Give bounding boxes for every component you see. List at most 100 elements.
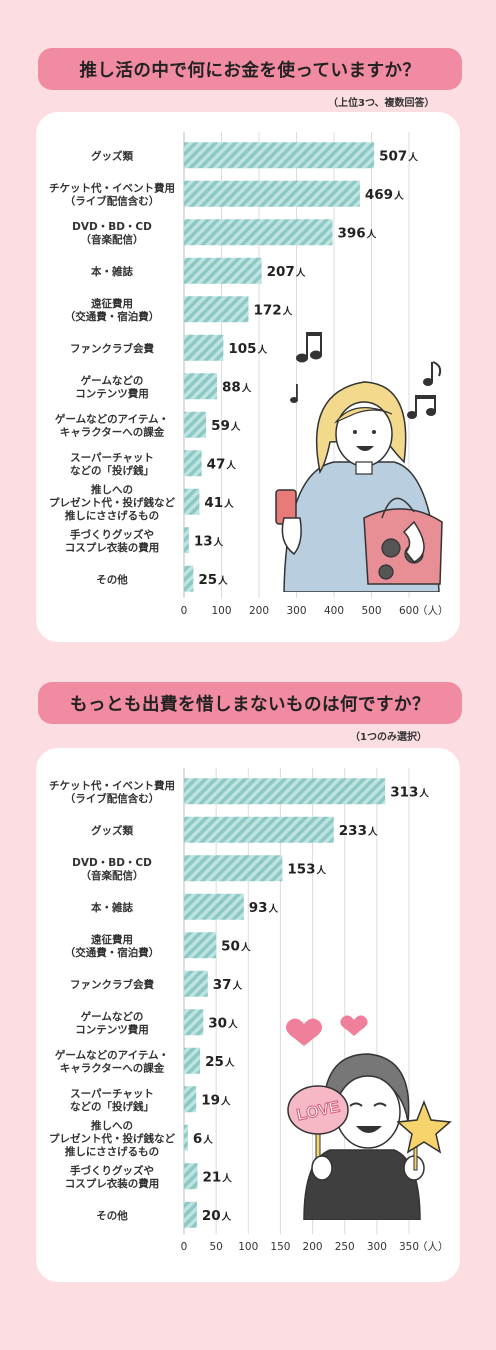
value-label: 93人 (249, 900, 279, 916)
heart-icon (286, 1018, 322, 1046)
category-label: グッズ類 (91, 149, 133, 162)
category-label: 遠征費用（交通費・宿泊費） (65, 933, 160, 959)
x-tick-label: 50 (209, 1241, 222, 1253)
x-tick-label: 500 (361, 605, 381, 617)
fan-woman-illustration (275, 332, 443, 592)
bar (184, 1086, 197, 1113)
chart-card-1: 0 100 200 300 400 500 600 （人） グッズ類 507人チケット代・イベント… (36, 112, 460, 642)
category-label: DVD・BD・CD （音楽配信） (72, 857, 152, 882)
value-label: 207人 (267, 264, 306, 280)
bar (184, 411, 207, 438)
bar (184, 1124, 188, 1151)
x-tick-label: 300 (286, 605, 306, 617)
value-label: 37人 (213, 977, 243, 993)
bar (184, 488, 200, 515)
chart-card-2: 0 50 100 150 200 250 300 350 （人） チケット代・イベント費用（ライブ… (36, 748, 460, 1282)
x-tick-label: 100 (211, 605, 231, 617)
category-label: 手づくりグッズやコスプレ衣装の費用 (65, 1164, 160, 1190)
bar (184, 257, 262, 284)
value-label: 469人 (365, 187, 404, 203)
bar (184, 373, 217, 400)
value-label: 13人 (194, 533, 224, 549)
heart-icon (340, 1015, 368, 1036)
question-2-note: （1つのみ選択） (350, 732, 427, 743)
music-note-icon (407, 395, 436, 419)
question-1-note: （上位3つ、複数回答） (328, 98, 435, 109)
value-label: 50人 (221, 938, 251, 954)
music-note-icon (290, 384, 298, 403)
bar (184, 855, 283, 882)
x-tick-label: 300 (367, 1241, 387, 1253)
category-label: ファンクラブ会費 (70, 342, 154, 355)
value-label: 233人 (339, 823, 378, 839)
question-1-title: 推し活の中で何にお金を使っていますか？ (38, 48, 462, 90)
bar (184, 180, 360, 207)
category-label: ゲームなどのアイテム・キャラクターへの課金 (55, 412, 169, 438)
category-label: ゲームなどのコンテンツ費用 (75, 374, 149, 400)
star-wand-icon (396, 1099, 452, 1154)
category-label: スーパーチャットなどの「投げ銭」 (70, 1088, 154, 1113)
category-label: 本・雑誌 (91, 265, 133, 278)
question-2-title: もっとも出費を惜しまないものは何ですか？ (38, 682, 462, 724)
x-tick-label: 0 (181, 605, 188, 617)
fan-man-illustration: LOVE (286, 1015, 452, 1220)
category-label: 手づくりグッズやコスプレ衣装の費用 (65, 528, 160, 554)
value-label: 172人 (254, 302, 293, 318)
bar (184, 970, 208, 997)
category-label: DVD・BD・CD （音楽配信） (72, 221, 152, 246)
category-label: 推しへのプレゼント代・投げ銭など推しにささげるもの (49, 483, 175, 522)
value-label: 25人 (205, 1054, 235, 1070)
category-label: チケット代・イベント費用（ライブ配信含む） (49, 181, 175, 207)
x-tick-label: 600 (399, 605, 419, 617)
x-tick-label: 200 (303, 1241, 323, 1253)
bar (184, 219, 333, 246)
music-note-icon (296, 332, 322, 363)
bar (184, 142, 375, 169)
tote-bag-icon (363, 508, 443, 585)
value-label: 6人 (193, 1131, 213, 1147)
bar (184, 816, 334, 843)
bar (184, 778, 386, 805)
category-label: 推しへのプレゼント代・投げ銭など推しにささげるもの (49, 1119, 175, 1158)
value-label: 105人 (228, 341, 267, 357)
value-label: 41人 (204, 495, 234, 511)
category-label: チケット代・イベント費用（ライブ配信含む） (49, 779, 175, 805)
category-label: ゲームなどのコンテンツ費用 (75, 1010, 149, 1036)
bar (184, 1009, 204, 1036)
bar (184, 527, 189, 554)
category-label: ファンクラブ会費 (70, 978, 154, 991)
category-label: その他 (96, 573, 128, 586)
value-label: 19人 (201, 1092, 231, 1108)
bar (184, 1047, 201, 1074)
bar (184, 296, 249, 323)
value-label: 396人 (338, 225, 377, 241)
category-label: その他 (96, 1209, 128, 1222)
x-unit-label: （人） (417, 605, 449, 617)
x-tick-label: 400 (324, 605, 344, 617)
bar-chart-1: 0 100 200 300 400 500 600（人） グッズ類 507人チケット代・イベント… (49, 132, 449, 617)
value-label: 30人 (208, 1015, 238, 1031)
value-label: 21人 (203, 1169, 233, 1185)
love-uchiwa-fan-icon (287, 1085, 349, 1135)
value-label: 20人 (202, 1208, 232, 1224)
x-tick-label: 150 (270, 1241, 290, 1253)
value-label: 25人 (198, 572, 228, 588)
x-tick-label: 100 (238, 1241, 258, 1253)
bar (184, 1201, 197, 1228)
category-label: スーパーチャットなどの「投げ銭」 (70, 452, 154, 477)
bar (184, 1163, 198, 1190)
bar (184, 565, 194, 592)
value-label: 313人 (390, 784, 429, 800)
x-tick-label: 200 (249, 605, 269, 617)
value-label: 88人 (222, 379, 252, 395)
x-tick-label: 0 (181, 1241, 188, 1253)
x-tick-label: 350 (399, 1241, 419, 1253)
category-label: 本・雑誌 (91, 901, 133, 914)
bar (184, 893, 244, 920)
bar (184, 450, 202, 477)
x-unit-label: （人） (417, 1241, 449, 1253)
bar (184, 932, 217, 959)
value-label: 59人 (211, 418, 241, 434)
category-label: グッズ類 (91, 824, 133, 837)
value-label: 507人 (379, 148, 418, 164)
